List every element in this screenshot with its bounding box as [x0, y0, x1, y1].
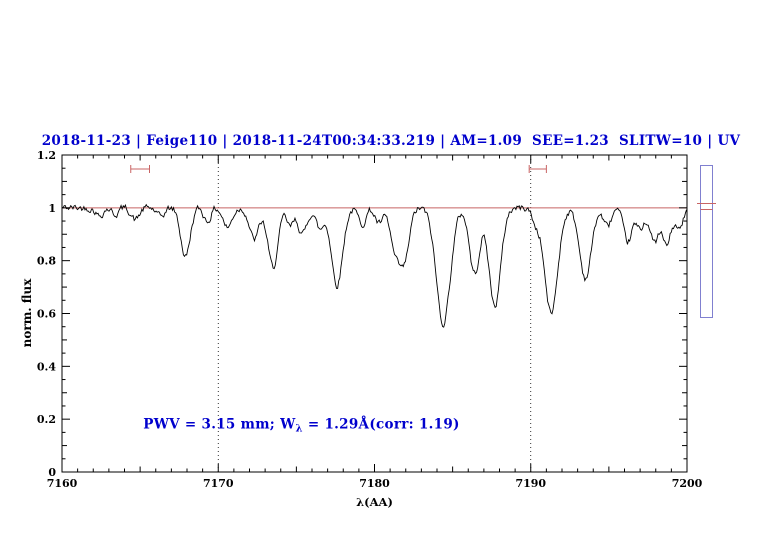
- y-tick-label: 1.2: [37, 149, 56, 162]
- spectrum-path: [62, 203, 687, 328]
- y-tick-label: 0: [48, 466, 56, 479]
- x-tick-label: 7180: [359, 477, 390, 490]
- y-tick-label: 1: [48, 202, 56, 215]
- y-tick-label: 0.4: [37, 360, 56, 373]
- x-tick-label: 7190: [515, 477, 546, 490]
- y-tick-label: 0.2: [37, 413, 56, 426]
- x-axis-label: λ(AA): [356, 495, 393, 509]
- plot-title: 2018-11-23 | Feige110 | 2018-11-24T00:34…: [41, 133, 741, 149]
- range-marker: [130, 165, 150, 174]
- pwv-annotation: PWV = 3.15 mm; Wλ = 1.29Å(corr: 1.19): [143, 416, 459, 434]
- y-tick-label: 0.6: [37, 308, 56, 321]
- x-tick-label: 7160: [47, 477, 78, 490]
- side-gauge: [697, 165, 716, 318]
- x-tick-label: 7170: [203, 477, 234, 490]
- axis-ticks: [61, 154, 688, 473]
- x-tick-label: 7200: [672, 477, 703, 490]
- y-tick-label: 0.8: [37, 255, 56, 268]
- range-marker: [528, 165, 547, 174]
